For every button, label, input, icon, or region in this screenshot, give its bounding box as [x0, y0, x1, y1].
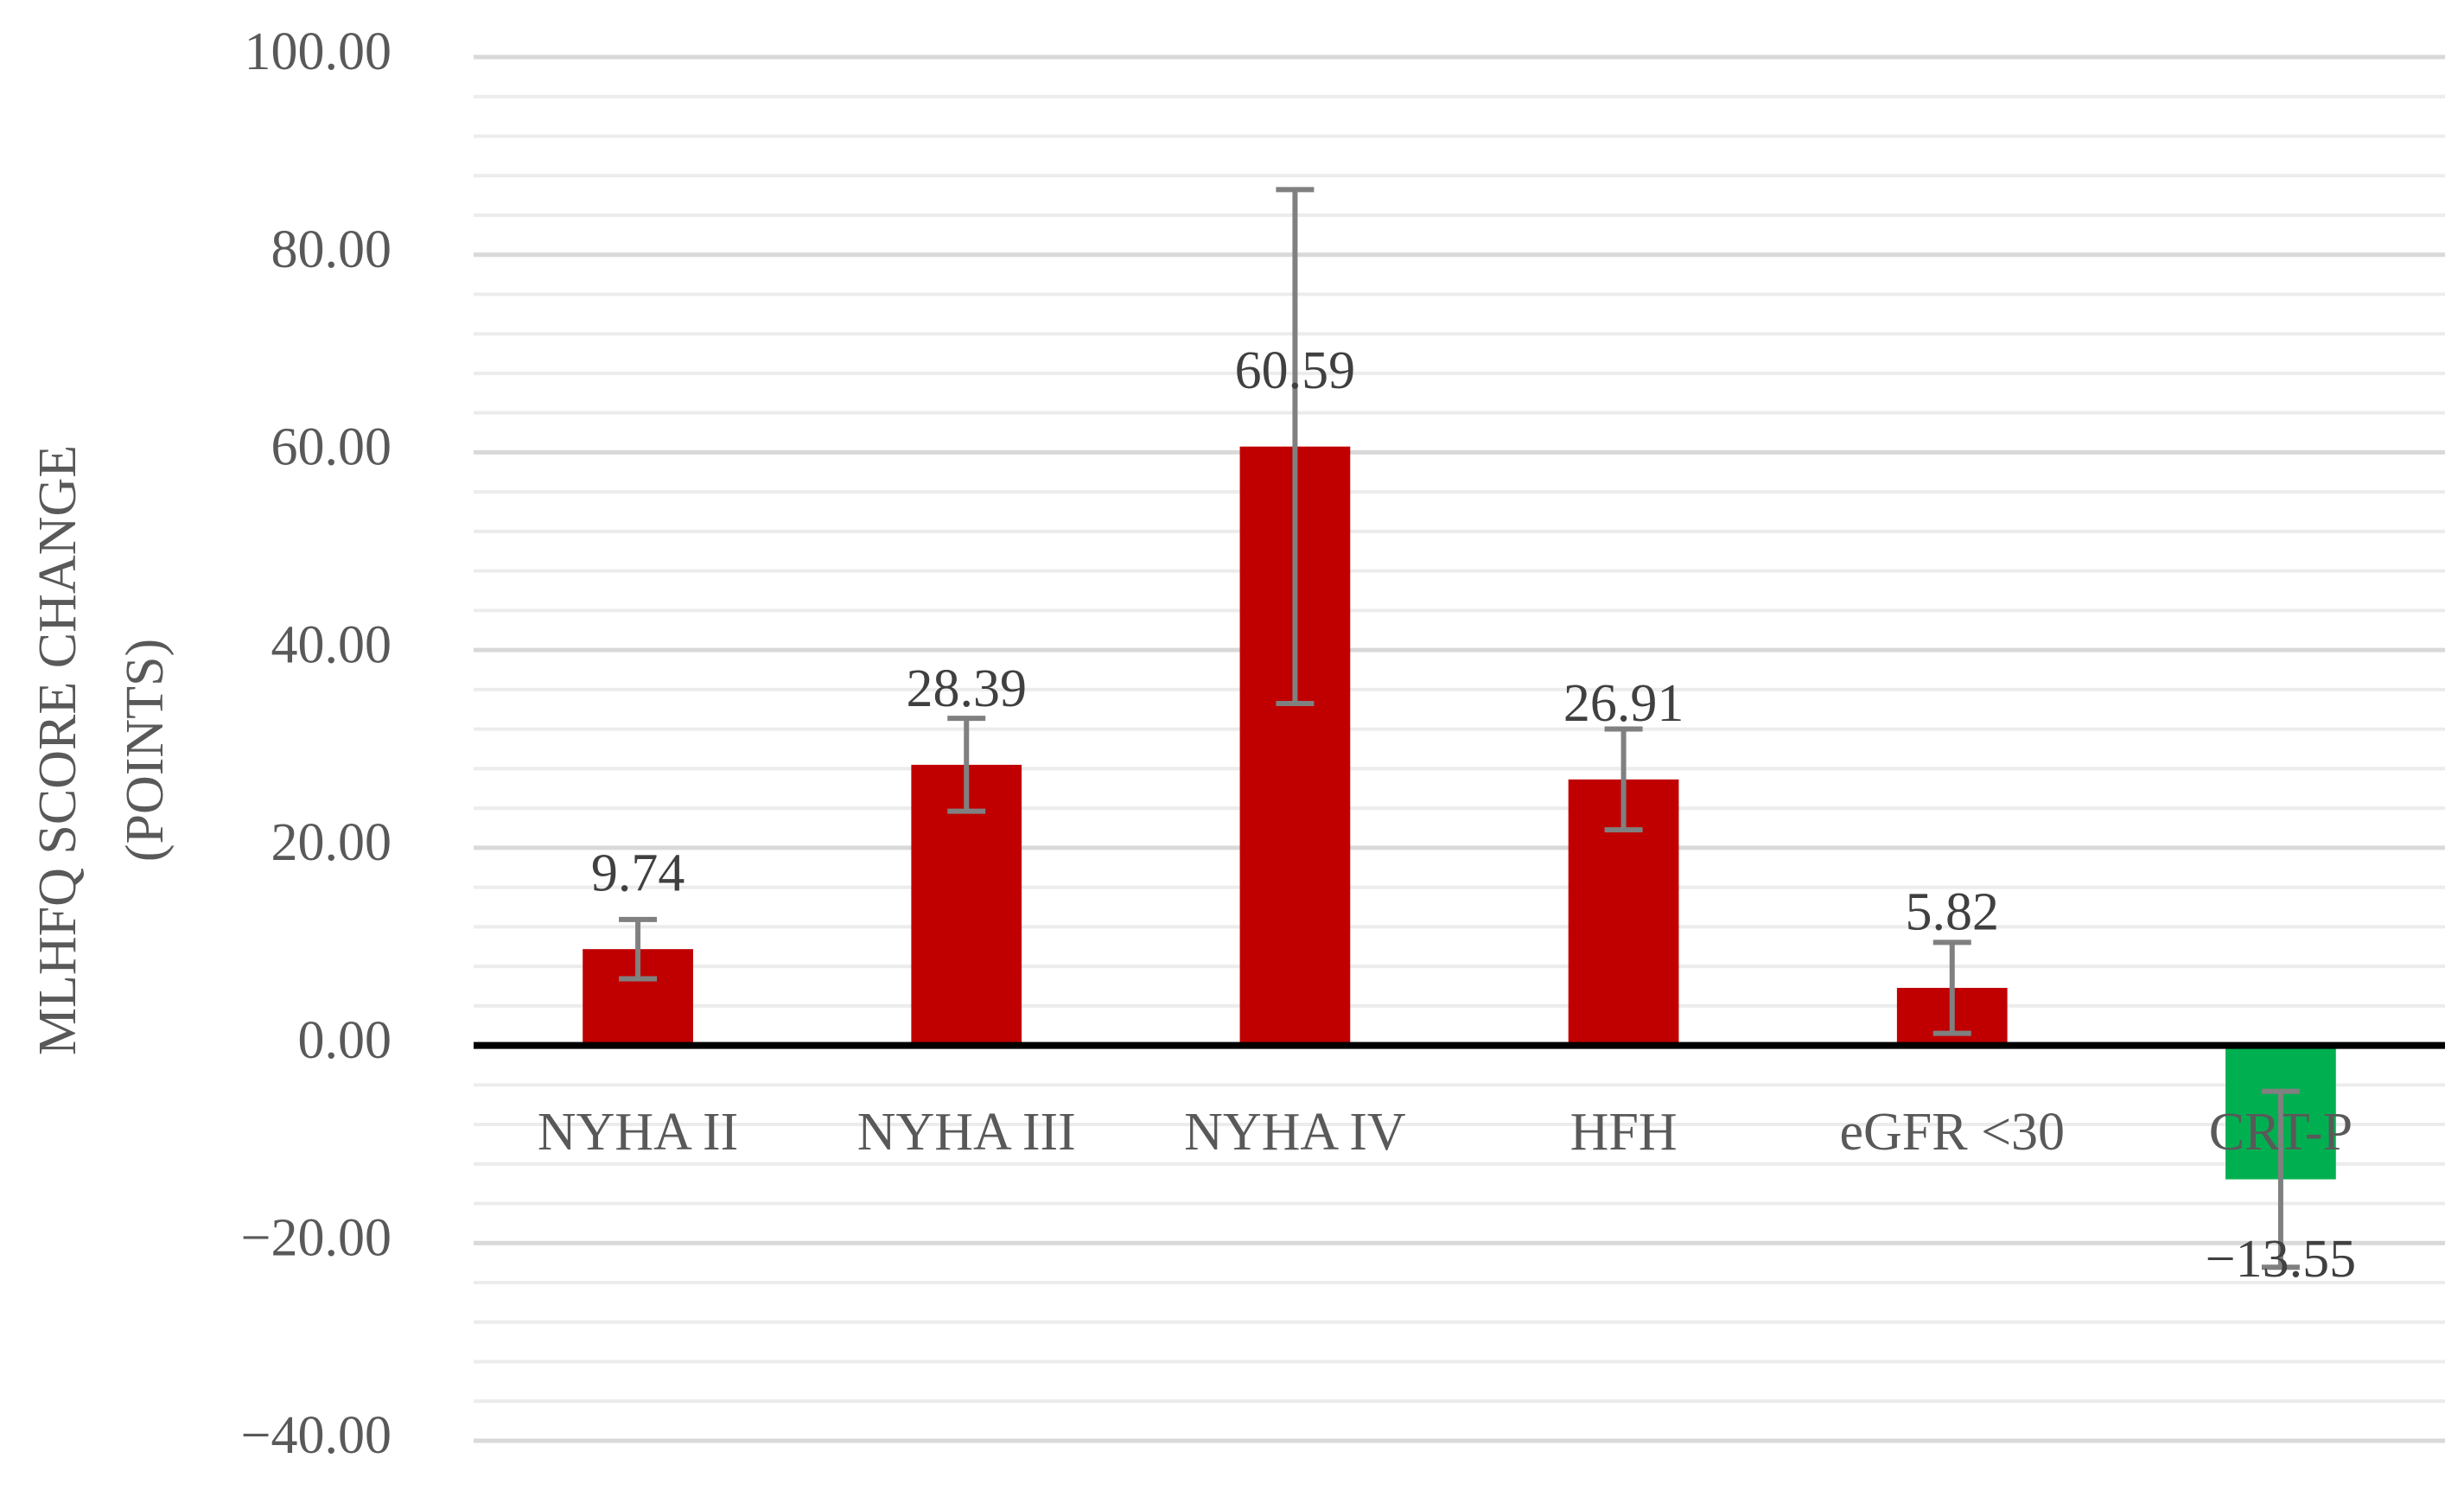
- y-tick-label: 80.00: [271, 220, 392, 279]
- x-tick-label: HFH: [1570, 1103, 1678, 1162]
- data-label: −13.55: [2206, 1230, 2356, 1289]
- x-tick-label: NYHA II: [538, 1103, 738, 1162]
- data-label: 26.91: [1563, 674, 1684, 733]
- y-tick-label: 60.00: [271, 418, 392, 477]
- x-tick-label: NYHA III: [857, 1103, 1076, 1162]
- y-tick-label: −40.00: [241, 1406, 392, 1465]
- y-tick-label: 40.00: [271, 615, 392, 674]
- data-label: 60.59: [1235, 341, 1356, 400]
- x-tick-label: eGFR <30: [1839, 1103, 2065, 1162]
- y-tick-label: −20.00: [241, 1209, 392, 1268]
- y-tick-label: 0.00: [298, 1011, 392, 1070]
- y-axis-label: MLHFQ SCORE CHANGE: [29, 445, 87, 1055]
- data-label: 28.39: [907, 659, 1028, 718]
- y-tick-label: 100.00: [245, 22, 392, 81]
- x-tick-label: NYHA IV: [1184, 1103, 1406, 1162]
- y-axis-label: (POINTS): [116, 639, 175, 862]
- data-label: 5.82: [1906, 882, 2000, 941]
- y-tick-label: 20.00: [271, 813, 392, 872]
- data-label: 9.74: [591, 844, 685, 902]
